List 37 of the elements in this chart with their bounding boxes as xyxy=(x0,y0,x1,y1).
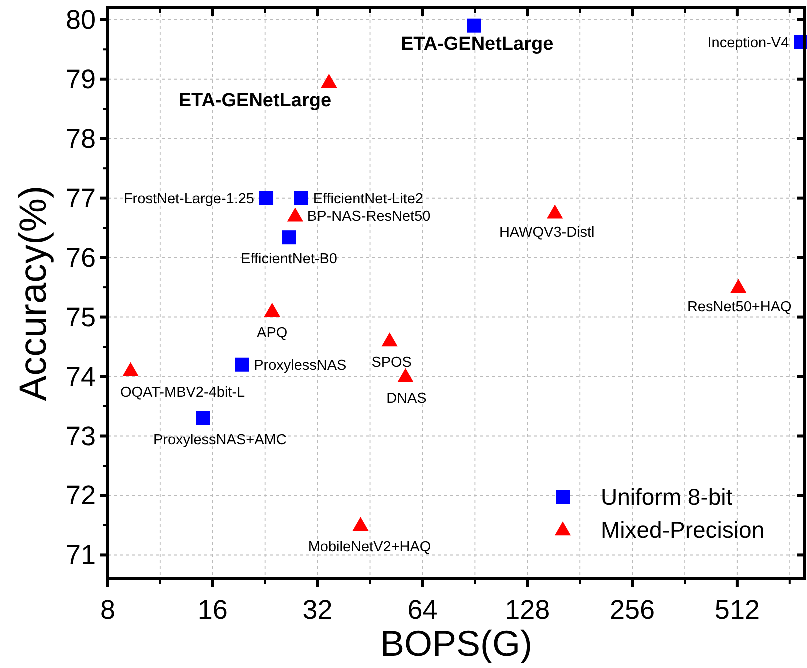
annotation: OQAT-MBV2-4bit-L xyxy=(120,384,246,401)
x-tick-label: 512 xyxy=(714,595,760,625)
y-tick-label: 75 xyxy=(66,302,96,332)
annotation: SPOS xyxy=(372,355,412,372)
annotation: MobileNetV2+HAQ xyxy=(308,539,432,556)
x-tick-label: 128 xyxy=(505,595,550,625)
annotation: ProxylessNAS+AMC xyxy=(153,432,287,448)
y-tick-label: 77 xyxy=(66,183,96,214)
y-tick-label: 80 xyxy=(66,4,96,35)
annotation: APQ xyxy=(257,325,288,342)
y-tick-label: 76 xyxy=(66,242,96,273)
annotation: ETA-GENetLarge xyxy=(400,34,554,55)
annotation: DNAS xyxy=(386,390,427,407)
annotation: ProxylessNAS xyxy=(254,358,347,374)
x-tick-label: 32 xyxy=(302,595,333,625)
y-tick-label: 74 xyxy=(66,362,96,392)
annotation: FrostNet-Large-1.25 xyxy=(124,191,255,208)
y-tick-label: 73 xyxy=(66,421,96,452)
legend-label: Uniform 8-bit xyxy=(601,484,734,510)
x-axis-title: BOPS(G) xyxy=(380,623,533,664)
x-tick-label: 16 xyxy=(198,595,228,625)
y-tick-label: 78 xyxy=(66,124,96,154)
annotation: Inception-V4 xyxy=(708,36,790,52)
annotation: EfficientNet-Lite2 xyxy=(313,191,424,208)
y-tick-label: 72 xyxy=(66,480,96,511)
x-tick-label: 64 xyxy=(408,595,438,625)
y-tick-label: 79 xyxy=(66,64,96,94)
annotation: ResNet50+HAQ xyxy=(687,300,792,316)
annotation: EfficientNet-B0 xyxy=(241,252,338,268)
x-tick-label: 256 xyxy=(610,595,656,625)
y-tick-label: 71 xyxy=(66,540,96,570)
annotation: HAWQV3-Distl xyxy=(499,225,595,242)
y-axis-title: Accuracy(%) xyxy=(13,186,55,402)
annotation: BP-NAS-ResNet50 xyxy=(307,209,431,226)
legend-label: Mixed-Precision xyxy=(601,517,765,543)
x-tick-label: 8 xyxy=(100,595,116,625)
annotation: ETA-GENetLarge xyxy=(178,90,332,112)
